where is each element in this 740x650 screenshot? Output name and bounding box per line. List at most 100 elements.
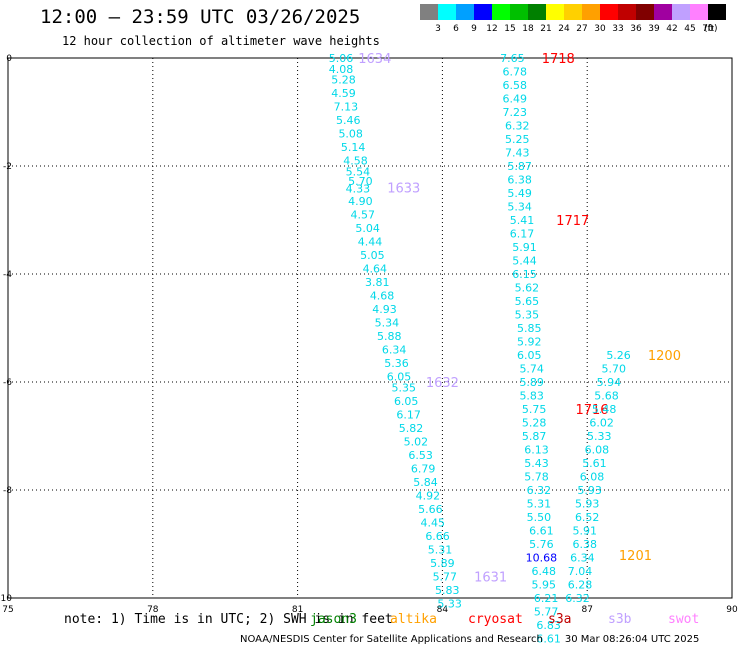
data-point-label: 4.33 <box>346 183 371 196</box>
data-point-label: 5.41 <box>510 214 535 227</box>
data-point-label: 6.17 <box>510 228 535 241</box>
data-point-label: 5.28 <box>522 417 547 430</box>
data-point-label: 5.82 <box>399 422 424 435</box>
pass-time-label: 1634 <box>358 52 391 67</box>
data-point-label: 5.04 <box>355 222 380 235</box>
data-point-label: 5.65 <box>515 295 540 308</box>
data-point-label: 4.59 <box>331 87 356 100</box>
data-point-label: 5.87 <box>522 430 547 443</box>
satellite-name-cryosat: cryosat <box>468 612 523 627</box>
data-point-label: 5.70 <box>601 363 626 376</box>
data-point-label: 6.32 <box>565 592 590 605</box>
satellite-name-s3b: s3b <box>608 612 632 627</box>
data-point-label: 5.75 <box>522 403 547 416</box>
data-point-label: 6.48 <box>532 565 557 578</box>
data-point-label: 5.25 <box>505 133 530 146</box>
footer-timestamp: 30 Mar 08:26:04 UTC 2025 <box>564 634 700 645</box>
legend-label: 21 <box>540 24 552 34</box>
data-point-label: 6.38 <box>507 174 532 187</box>
legend-swatch <box>708 4 726 20</box>
data-point-label: 5.89 <box>430 557 455 570</box>
data-point-label: 5.05 <box>360 249 385 262</box>
legend-swatch <box>600 4 618 20</box>
x-tick-label: 90 <box>726 605 738 615</box>
data-point-label: 5.77 <box>433 570 458 583</box>
y-tick-label: 0 <box>6 54 12 64</box>
x-tick-label: 75 <box>2 605 13 615</box>
pass-time-label: 1201 <box>619 549 652 564</box>
data-point-label: 5.31 <box>527 498 552 511</box>
pass-time-label: 1718 <box>542 52 575 67</box>
data-point-label: 5.34 <box>375 317 400 330</box>
data-point-label: 4.08 <box>329 63 354 76</box>
pass-time-label: 1200 <box>648 349 681 364</box>
legend-label: 36 <box>630 24 642 34</box>
data-point-label: 5.28 <box>331 74 356 87</box>
pass-time-label: 1717 <box>556 214 589 229</box>
data-point-label: 7.65 <box>500 52 525 65</box>
data-point-label: 5.78 <box>524 471 549 484</box>
data-point-label: 5.31 <box>428 543 453 556</box>
legend-label: 42 <box>666 24 678 34</box>
data-point-label: 5.33 <box>587 430 612 443</box>
data-point-label: 5.84 <box>413 476 438 489</box>
data-point-label: 6.05 <box>387 371 412 384</box>
data-point-label: 4.45 <box>420 516 445 529</box>
legend-swatch <box>546 4 564 20</box>
x-tick-label: 87 <box>581 605 592 615</box>
y-tick-label: -2 <box>3 162 12 172</box>
data-point-label: 6.34 <box>382 344 407 357</box>
y-tick-label: -10 <box>0 594 12 604</box>
data-point-label: 4.57 <box>351 209 376 222</box>
legend-swatch <box>420 4 438 20</box>
legend-label: 6 <box>453 24 459 34</box>
data-point-label: 6.32 <box>527 484 552 497</box>
data-point-label: 5.06 <box>329 52 354 65</box>
x-tick-label: 84 <box>437 605 449 615</box>
data-point-label: 5.43 <box>524 457 549 470</box>
data-point-label: 6.21 <box>534 592 559 605</box>
data-point-label: 4.68 <box>370 290 395 303</box>
data-point-label: 4.64 <box>363 263 388 276</box>
data-point-label: 5.49 <box>507 187 532 200</box>
data-point-label: 5.91 <box>573 525 598 538</box>
legend-label: 18 <box>522 24 534 34</box>
footer-credit: NOAA/NESDIS Center for Satellite Applica… <box>240 634 699 645</box>
legend-swatch <box>582 4 600 20</box>
data-point-label: 6.05 <box>517 349 542 362</box>
data-point-label: 5.35 <box>515 309 540 322</box>
data-point-label: 5.61 <box>582 457 607 470</box>
satellite-name-swot: swot <box>668 612 700 627</box>
note-text: note: 1) Time is in UTC; 2) SWH is in fe… <box>64 612 393 627</box>
data-point-label: 5.08 <box>338 128 363 141</box>
legend-label: 70 <box>702 24 714 34</box>
data-point-label: 6.32 <box>505 120 530 133</box>
legend-label: 12 <box>486 24 498 34</box>
data-point-label: 5.33 <box>437 597 462 610</box>
data-point-label: 5.95 <box>532 579 557 592</box>
legend-swatch <box>474 4 492 20</box>
data-point-label: 5.83 <box>435 584 460 597</box>
y-tick-label: -6 <box>3 378 12 388</box>
legend-swatch <box>654 4 672 20</box>
data-point-label: 5.26 <box>606 349 631 362</box>
data-point-label: 6.34 <box>570 552 595 565</box>
data-point-label: 4.58 <box>343 155 368 168</box>
data-point-label: 5.68 <box>594 390 619 403</box>
data-point-label: 4.44 <box>358 236 383 249</box>
data-point-label: 5.62 <box>515 282 540 295</box>
data-point-label: 6.58 <box>503 79 528 92</box>
data-point-label: 5.85 <box>517 322 542 335</box>
pass-time-label: 1633 <box>387 182 420 197</box>
data-point-label: 6.61 <box>536 633 561 646</box>
data-point-label: 7.23 <box>503 106 528 119</box>
legend-label: 45 <box>684 24 696 34</box>
legend-unit: (ft) <box>704 24 718 34</box>
data-point-label: 6.79 <box>411 462 436 475</box>
data-point-label: 5.50 <box>527 511 552 524</box>
plot-frame <box>7 57 733 599</box>
data-point-label: 5.93 <box>577 484 602 497</box>
y-tick-label: -4 <box>3 270 12 280</box>
data-point-label: 5.93 <box>575 498 600 511</box>
